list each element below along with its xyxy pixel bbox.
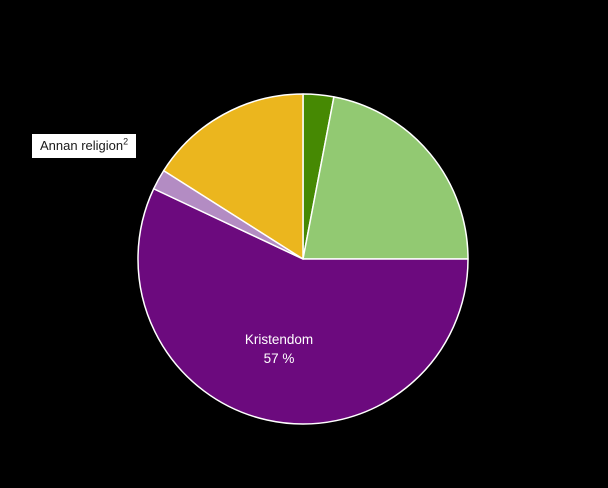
slice-label-kristendom: Kristendom 57 %: [198, 330, 360, 368]
pie-slice-1: [302, 96, 469, 260]
slice-label-value: 57 %: [263, 351, 295, 366]
annotation-annan-religion: Annan religion2: [32, 134, 137, 158]
pie-slice-2: [137, 188, 469, 425]
slice-label-name: Kristendom: [244, 332, 314, 347]
annotation-label: Annan religion: [40, 138, 124, 153]
pie-slice-4: [162, 93, 304, 260]
annotation-superscript: 2: [123, 136, 129, 147]
